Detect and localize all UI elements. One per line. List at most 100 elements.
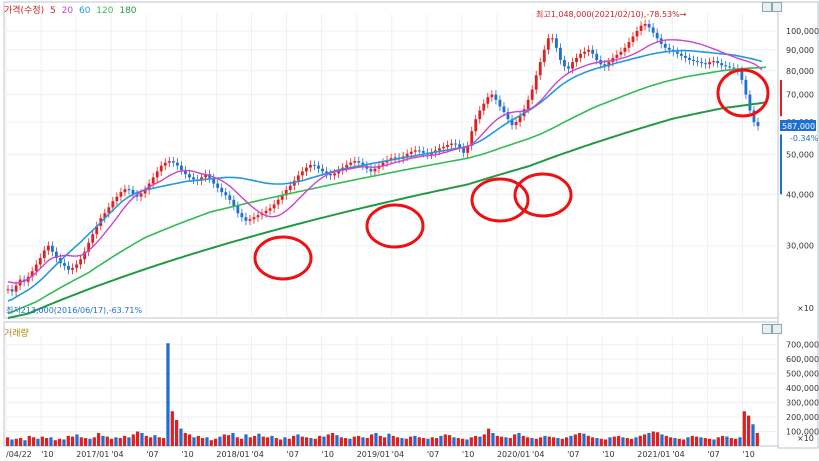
candle-body bbox=[752, 110, 756, 123]
legend-ma5[interactable]: 5 bbox=[50, 6, 56, 16]
volume-bar bbox=[682, 439, 686, 446]
volume-bar bbox=[660, 434, 664, 446]
candle-body bbox=[688, 57, 691, 60]
volume-bar bbox=[66, 435, 70, 446]
candle-body bbox=[478, 110, 482, 120]
x-tick-label: 2020/01 bbox=[497, 450, 530, 459]
candle-body bbox=[563, 59, 566, 67]
volume-unit-label: ×10 bbox=[797, 434, 814, 443]
candle-body bbox=[79, 259, 83, 265]
legend-ma120[interactable]: 120 bbox=[96, 6, 114, 16]
volume-bar bbox=[495, 435, 499, 446]
candle-body bbox=[647, 24, 651, 28]
highlight-circle bbox=[716, 68, 770, 118]
legend-ma180[interactable]: 180 bbox=[119, 6, 137, 16]
candle-body bbox=[329, 174, 332, 176]
volume-bar bbox=[313, 438, 317, 446]
candle-body bbox=[631, 36, 635, 43]
volume-bar bbox=[526, 437, 530, 446]
highlight-circle bbox=[365, 203, 425, 249]
candle-body bbox=[744, 79, 748, 95]
volume-bar bbox=[179, 428, 183, 446]
volume-tick-label: 400,000 bbox=[786, 384, 819, 393]
volume-bar bbox=[318, 435, 322, 446]
volume-bar bbox=[703, 438, 707, 446]
volume-bar bbox=[539, 437, 543, 446]
candle-body bbox=[667, 47, 671, 50]
candle-body bbox=[619, 51, 623, 55]
volume-bar bbox=[708, 438, 712, 446]
volume-bar bbox=[647, 432, 651, 446]
volume-bar bbox=[721, 435, 725, 446]
volume-bar bbox=[283, 437, 287, 446]
candle-body bbox=[530, 89, 534, 100]
volume-tick-label: 100,000 bbox=[786, 428, 819, 437]
candle-body bbox=[167, 161, 171, 163]
candle-body bbox=[405, 153, 409, 157]
volume-bar bbox=[448, 435, 452, 446]
volume-bar bbox=[45, 438, 49, 446]
volume-bar bbox=[461, 438, 465, 446]
candle-body bbox=[450, 143, 453, 145]
legend-ma20[interactable]: 20 bbox=[61, 6, 74, 16]
volume-bar bbox=[755, 432, 759, 446]
candle-body bbox=[490, 94, 494, 98]
volume-bar bbox=[136, 431, 140, 446]
volume-bar bbox=[344, 438, 348, 446]
candle-body bbox=[466, 145, 470, 153]
high-annotation: 최고1,048,000(2021/02/10),-78.53%→ bbox=[536, 9, 687, 19]
candle-body bbox=[155, 171, 159, 178]
candle-body bbox=[635, 30, 639, 37]
candle-body bbox=[462, 147, 466, 153]
candle-body bbox=[409, 151, 413, 154]
price-tick-label: 90,000 bbox=[786, 46, 814, 55]
volume-bar bbox=[214, 438, 218, 446]
volume-bar bbox=[101, 435, 105, 446]
volume-bar bbox=[604, 439, 608, 446]
candle-body bbox=[192, 177, 195, 180]
candle-body bbox=[67, 265, 70, 270]
candle-body bbox=[361, 162, 365, 166]
price-tick-label: 40,000 bbox=[786, 190, 814, 199]
volume-pane-minimize-button[interactable] bbox=[762, 324, 772, 334]
x-tick-label: '04 bbox=[111, 450, 123, 459]
candle-body bbox=[683, 55, 687, 58]
volume-bar bbox=[630, 438, 634, 446]
candle-body bbox=[740, 70, 744, 80]
candle-body bbox=[159, 165, 163, 172]
price-pane-minimize-button[interactable] bbox=[762, 2, 772, 12]
candle-body bbox=[413, 150, 417, 152]
candle-body bbox=[615, 54, 619, 58]
volume-bar bbox=[374, 432, 378, 446]
volume-bar bbox=[84, 438, 88, 446]
legend-ma60[interactable]: 60 bbox=[78, 6, 91, 16]
volume-bar bbox=[664, 435, 668, 446]
volume-bar bbox=[79, 437, 83, 446]
volume-bar bbox=[244, 434, 248, 446]
volume-bar bbox=[6, 437, 10, 446]
candle-body bbox=[494, 94, 498, 100]
candle-body bbox=[559, 47, 562, 60]
volume-bar bbox=[222, 434, 226, 446]
x-tick-label: '07 bbox=[146, 450, 158, 459]
candle-body bbox=[252, 217, 256, 220]
price-pane-close-button[interactable] bbox=[772, 2, 782, 12]
ma120-line bbox=[7, 66, 767, 315]
x-tick-label: '10 bbox=[462, 450, 474, 459]
candle-body bbox=[131, 189, 135, 195]
volume-bar bbox=[417, 437, 421, 446]
volume-bar bbox=[534, 438, 538, 446]
volume-bar bbox=[352, 436, 356, 446]
candle-body bbox=[357, 161, 361, 163]
candle-body bbox=[337, 170, 341, 174]
volume-pane-close-button[interactable] bbox=[772, 324, 782, 334]
candle-body bbox=[389, 158, 393, 161]
volume-bar bbox=[573, 434, 577, 446]
volume-tick-label: 700,000 bbox=[786, 341, 819, 350]
candle-body bbox=[10, 289, 14, 292]
candle-body bbox=[583, 51, 587, 54]
volume-bar bbox=[192, 437, 196, 446]
volume-bar bbox=[599, 438, 603, 446]
volume-bar bbox=[144, 435, 148, 446]
candle-body bbox=[228, 195, 232, 200]
